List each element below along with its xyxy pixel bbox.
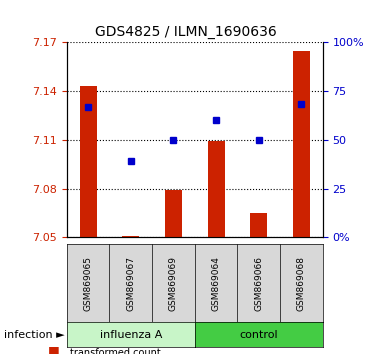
Text: transformed count: transformed count (70, 348, 161, 354)
Bar (165, 190, 182, 237)
Text: GDS4825 / ILMN_1690636: GDS4825 / ILMN_1690636 (95, 25, 276, 39)
Text: infection ►: infection ► (4, 330, 64, 339)
Text: GSM869065: GSM869065 (83, 256, 93, 311)
Text: GSM869064: GSM869064 (211, 256, 221, 311)
Bar (293, 51, 310, 237)
Bar (122, 235, 139, 237)
Bar (208, 142, 224, 237)
Text: influenza A: influenza A (99, 330, 162, 339)
Bar (250, 213, 267, 237)
Text: ■: ■ (48, 344, 60, 354)
Text: GSM869068: GSM869068 (297, 256, 306, 311)
Text: GSM869069: GSM869069 (169, 256, 178, 311)
Text: GSM869067: GSM869067 (126, 256, 135, 311)
Text: GSM869066: GSM869066 (254, 256, 263, 311)
Bar (79, 86, 96, 237)
Text: control: control (239, 330, 278, 339)
